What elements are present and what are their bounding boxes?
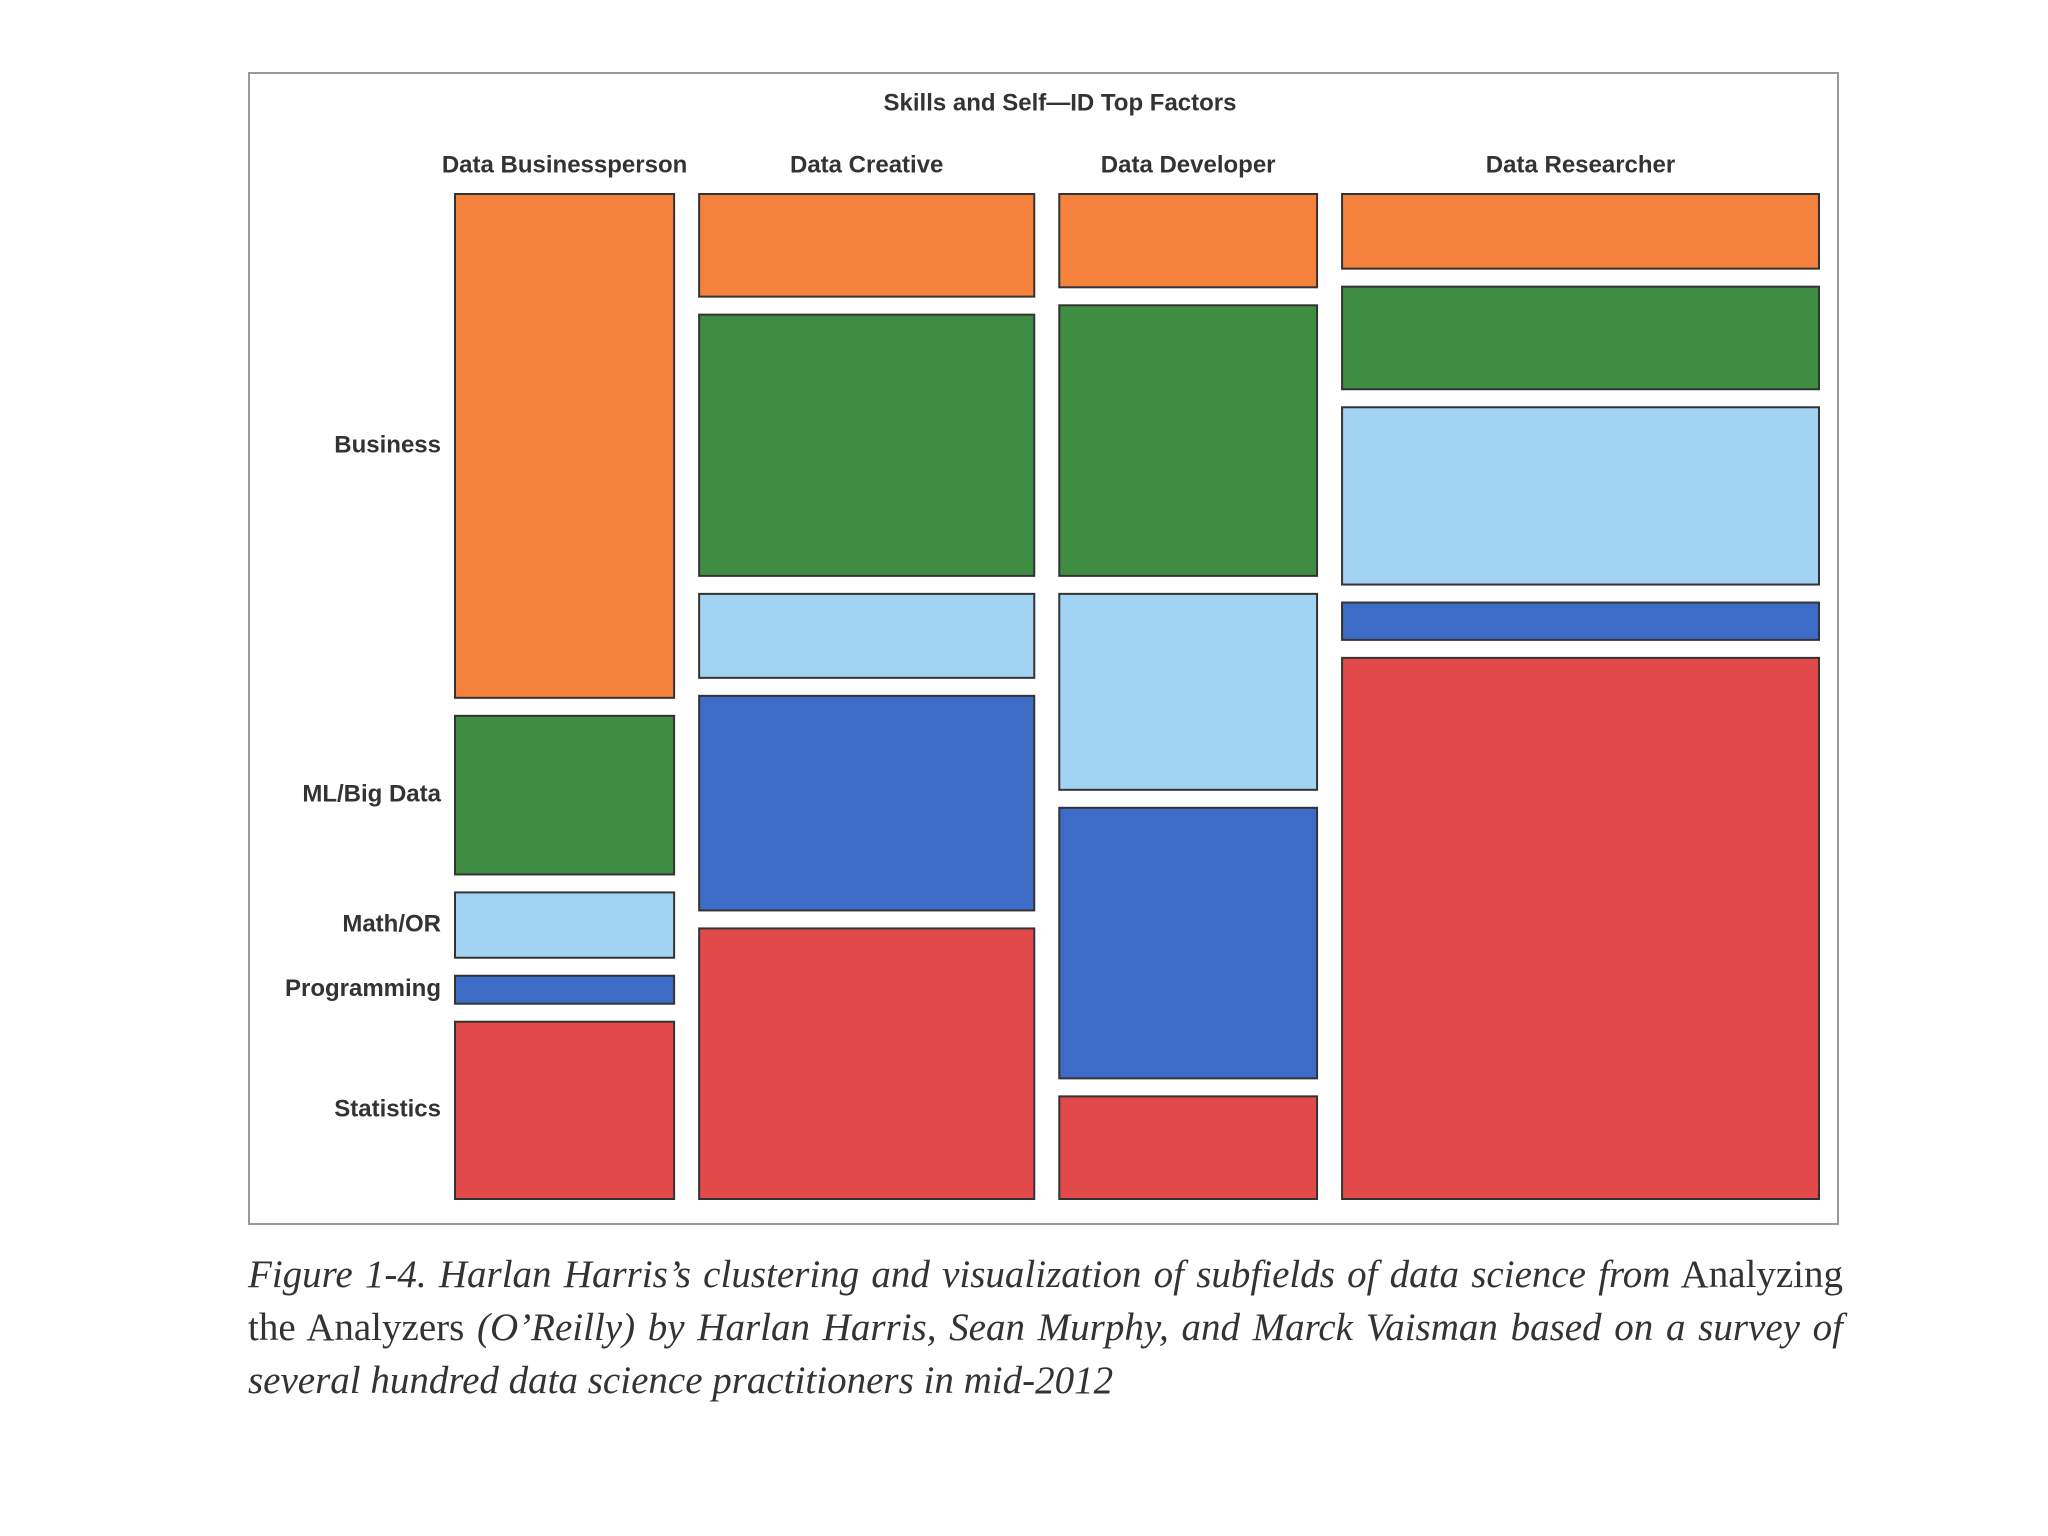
chart-frame bbox=[248, 72, 1839, 1225]
row-label: Business bbox=[334, 431, 441, 458]
row-label: ML/Big Data bbox=[302, 780, 441, 807]
mosaic-cell bbox=[454, 974, 676, 1005]
row-label: Programming bbox=[285, 975, 441, 1002]
mosaic-cell bbox=[454, 1020, 676, 1200]
mosaic-cell bbox=[1058, 193, 1319, 289]
mosaic-cell bbox=[454, 193, 676, 699]
figure-caption: Figure 1-4. Harlan Harris’s clustering a… bbox=[248, 1248, 1843, 1407]
mosaic-cell bbox=[1341, 601, 1820, 641]
mosaic-cell bbox=[454, 714, 676, 876]
mosaic-cell bbox=[1058, 592, 1319, 791]
mosaic-cell bbox=[1341, 406, 1820, 586]
mosaic-cell bbox=[698, 313, 1036, 577]
row-label: Math/OR bbox=[342, 910, 441, 937]
mosaic-cell bbox=[1341, 285, 1820, 391]
column-label: Data Businessperson bbox=[442, 151, 687, 178]
mosaic-cell bbox=[1341, 193, 1820, 270]
chart: Skills and Self—ID Top Factors Data Busi… bbox=[248, 72, 1839, 1225]
mosaic-cell bbox=[1058, 1095, 1319, 1200]
caption-book-title: Analyzing the Analyzers bbox=[248, 1253, 1843, 1349]
row-label: Statistics bbox=[334, 1096, 441, 1123]
caption-text: Figure 1-4. Harlan Harris’s clustering a… bbox=[248, 1253, 1671, 1296]
column-label: Data Researcher bbox=[1486, 151, 1675, 178]
mosaic-cell bbox=[1341, 656, 1820, 1200]
mosaic-cell bbox=[698, 694, 1036, 912]
mosaic-cell bbox=[1058, 304, 1319, 577]
caption-text: (O’Reilly) by Harlan Harris, Sean Murphy… bbox=[248, 1306, 1843, 1402]
column-label: Data Developer bbox=[1101, 151, 1276, 178]
mosaic-cell bbox=[698, 193, 1036, 298]
chart-title: Skills and Self—ID Top Factors bbox=[884, 89, 1237, 116]
mosaic-cell bbox=[454, 891, 676, 959]
mosaic-cell bbox=[1058, 806, 1319, 1080]
mosaic-cell bbox=[698, 592, 1036, 679]
column-label: Data Creative bbox=[790, 151, 943, 178]
mosaic-cell bbox=[698, 927, 1036, 1200]
